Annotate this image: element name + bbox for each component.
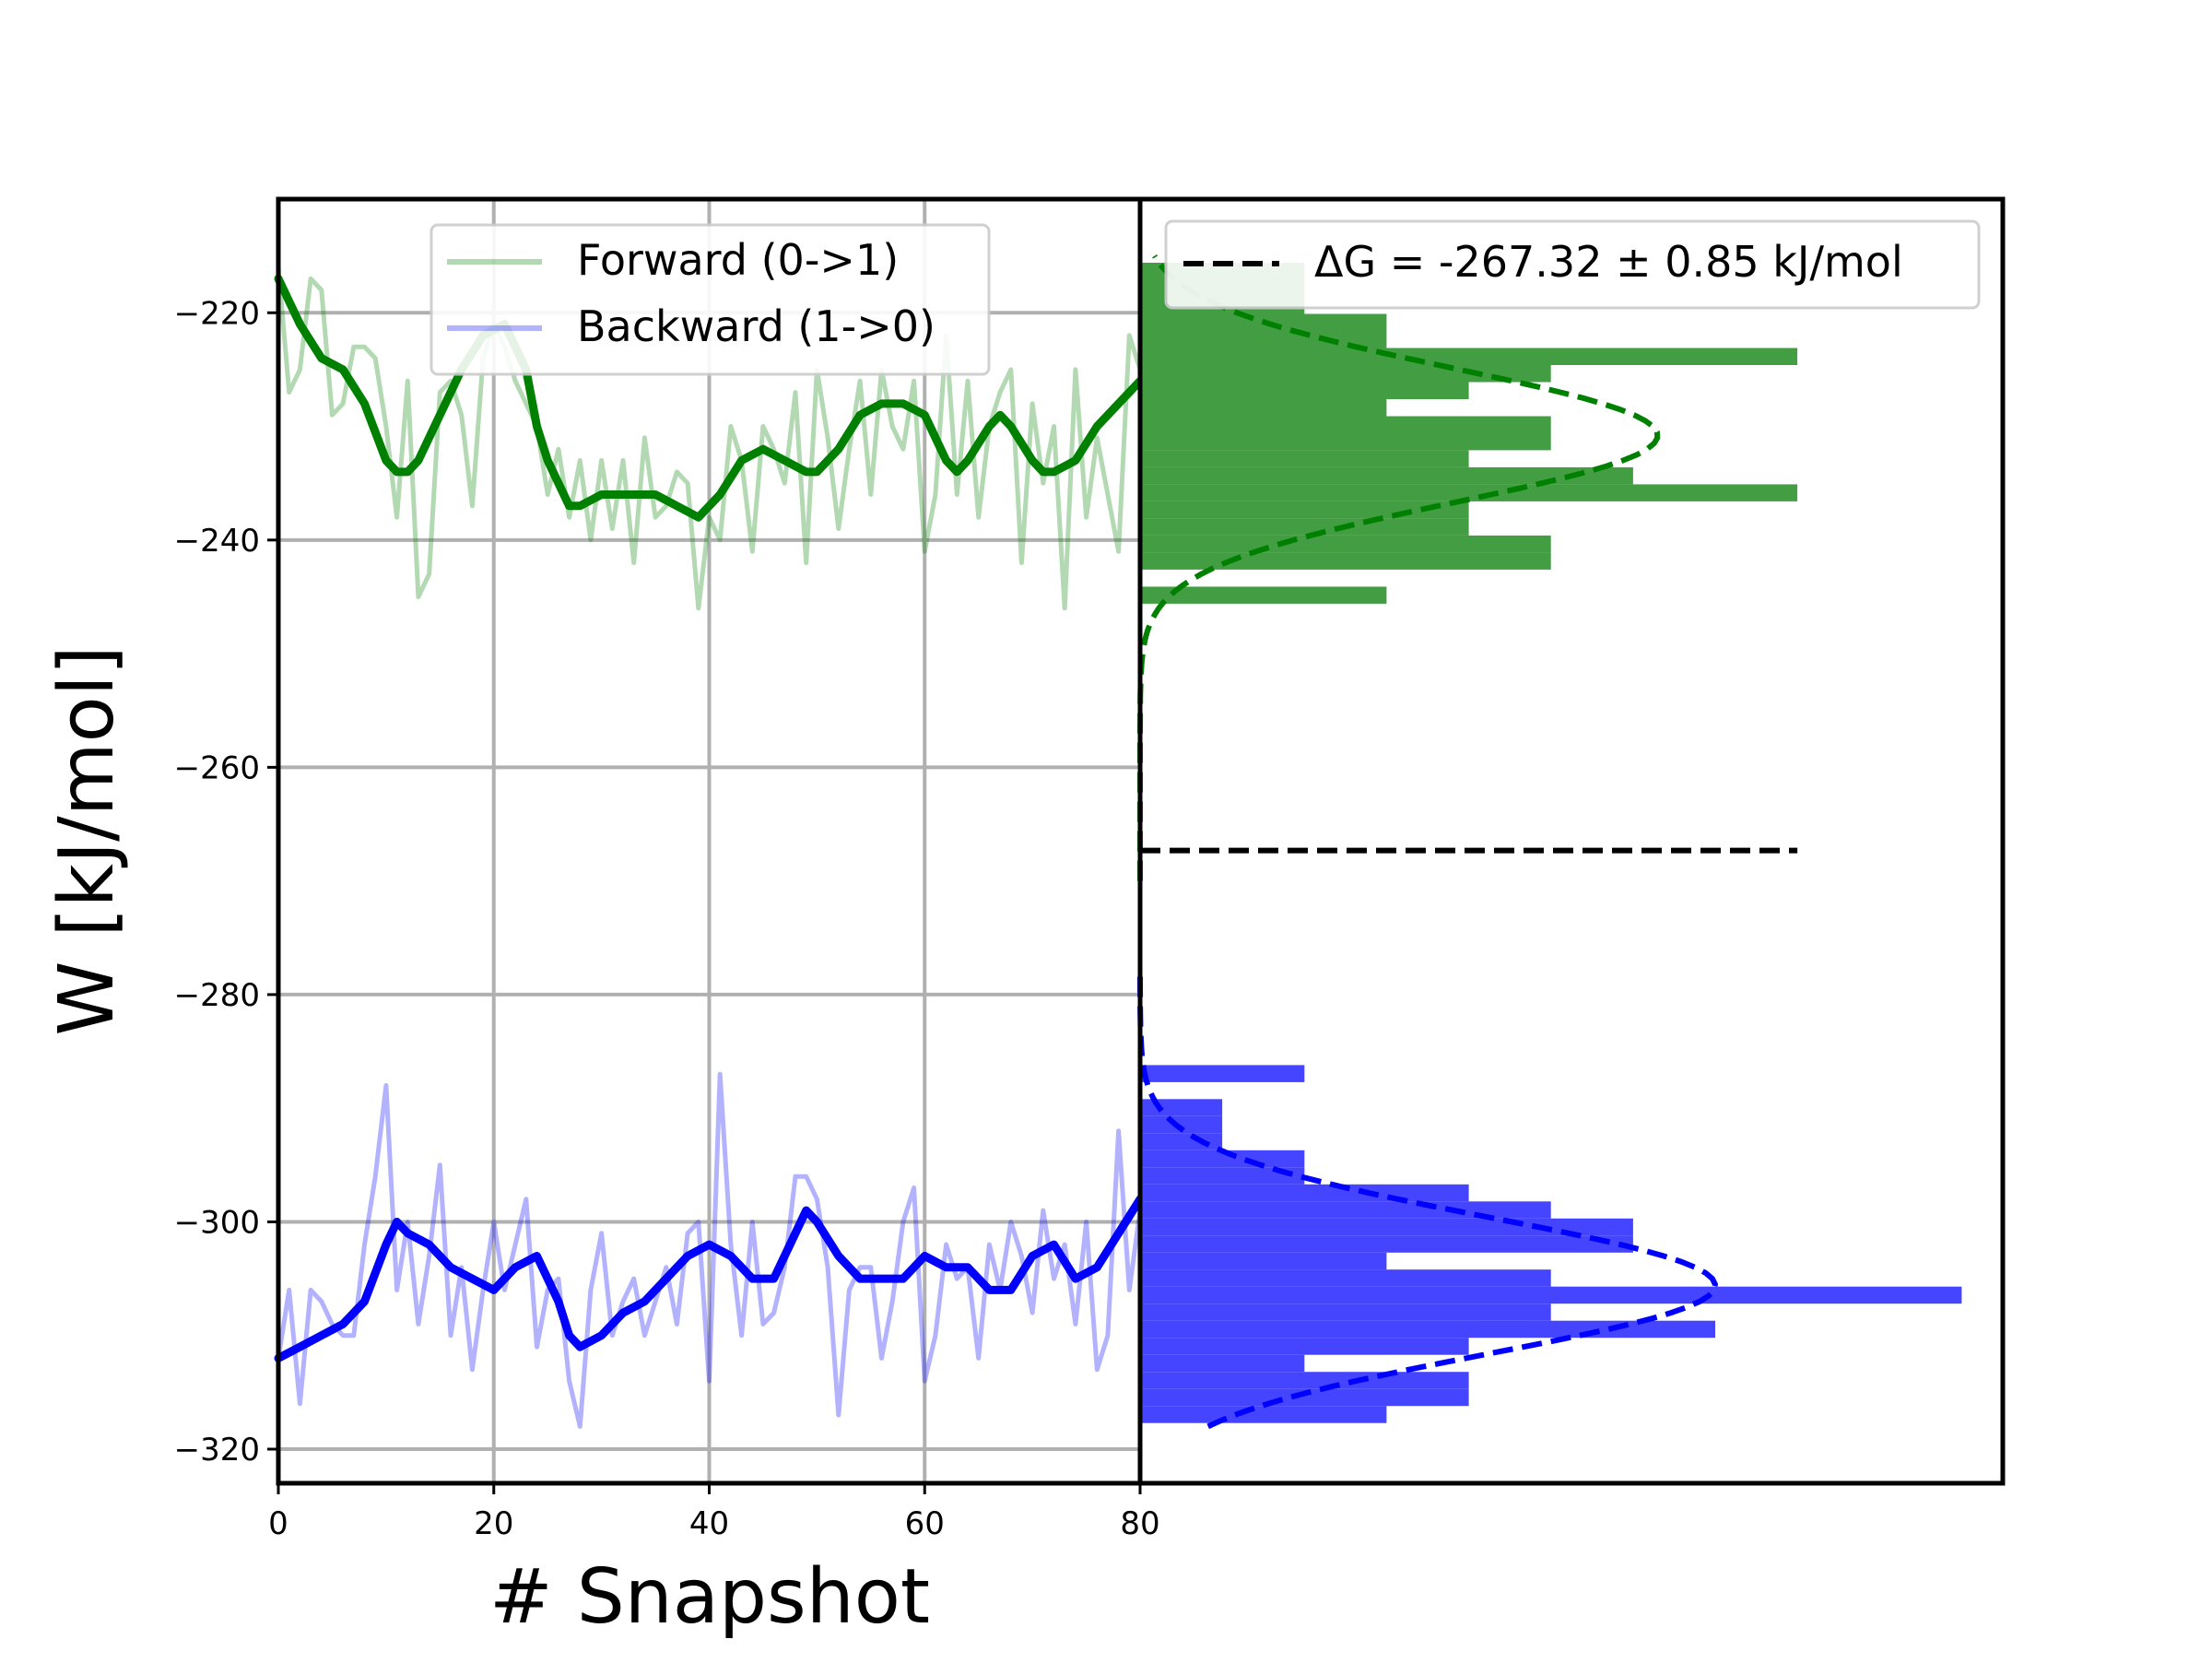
backward-histogram-bar	[1140, 1286, 1962, 1304]
backward-histogram-bar	[1140, 1388, 1469, 1407]
forward-histogram-bar	[1140, 382, 1469, 399]
backward-histogram-bar	[1140, 1099, 1223, 1116]
backward-histogram-bar	[1140, 1252, 1387, 1270]
right-histogram-layer	[1140, 263, 1962, 1423]
y-tick-label: −320	[174, 1432, 260, 1468]
backward-histogram-bar	[1140, 1167, 1305, 1185]
backward-histogram-bar	[1140, 1201, 1551, 1219]
forward-histogram-bar	[1140, 518, 1469, 536]
x-axis-label: # Snapshot	[489, 1553, 930, 1641]
forward-histogram-bar	[1140, 552, 1551, 570]
backward-work-raw-line	[276, 1071, 1143, 1429]
y-tick-label: −260	[174, 749, 260, 786]
forward-work-raw-line	[276, 265, 1143, 611]
legend-deltag-label: ΔG = -267.32 ± 0.85 kJ/mol	[1314, 237, 1903, 287]
backward-histogram-bar	[1140, 1320, 1715, 1339]
x-tick-label: 20	[474, 1505, 513, 1542]
y-tick-label: −240	[174, 523, 260, 560]
backward-histogram-bar	[1140, 1235, 1633, 1253]
right-legend: ΔG = -267.32 ± 0.85 kJ/mol	[1164, 219, 1981, 310]
backward-work-smoothed-line	[274, 1195, 1145, 1362]
y-tick-label: −300	[174, 1204, 260, 1241]
forward-histogram-bar	[1140, 416, 1551, 433]
backward-histogram-bar	[1140, 1065, 1305, 1082]
forward-histogram-bar	[1140, 331, 1387, 348]
legend-backward-label: Backward (1->0)	[577, 301, 935, 351]
forward-histogram-bar	[1140, 586, 1387, 604]
left-ticks: 0 20 40 60 80 −220 −240 −260 −280 −300 −320	[174, 295, 1160, 1542]
right-axes-frame	[1137, 196, 2006, 1486]
backward-histogram-bar	[1140, 1406, 1387, 1423]
y-tick-label: −220	[174, 295, 260, 332]
backward-histogram-bar	[1140, 1184, 1469, 1202]
right-legend-box	[1164, 219, 1981, 310]
x-tick-label: 80	[1120, 1505, 1159, 1542]
forward-histogram-bar	[1140, 348, 1798, 365]
backward-histogram-bar	[1140, 1372, 1469, 1389]
backward-histogram-bar	[1140, 1115, 1223, 1134]
y-axis-label: W [kJ/mol]	[43, 645, 131, 1035]
left-legend: Forward (0->1) Backward (1->0)	[429, 223, 991, 376]
forward-histogram-bar	[1140, 399, 1387, 417]
forward-histogram-bar	[1140, 466, 1633, 485]
left-series-layer	[274, 265, 1145, 1429]
backward-histogram-bar	[1140, 1133, 1223, 1150]
left-legend-box	[429, 223, 991, 376]
legend-forward-label: Forward (0->1)	[577, 235, 899, 285]
x-tick-label: 0	[268, 1505, 288, 1542]
backward-histogram-bar	[1140, 1303, 1551, 1321]
forward-work-smoothed-line	[274, 274, 1145, 522]
x-tick-label: 40	[689, 1505, 729, 1542]
forward-histogram-bar	[1140, 432, 1551, 451]
backward-histogram-bar	[1140, 1218, 1633, 1236]
backward-histogram-bar	[1140, 1354, 1305, 1373]
backward-histogram-bar	[1140, 1269, 1551, 1287]
y-tick-label: −280	[174, 977, 260, 1014]
x-tick-label: 60	[905, 1505, 945, 1542]
forward-histogram-bar	[1140, 501, 1469, 519]
backward-histogram-bar	[1140, 1338, 1469, 1355]
forward-histogram-bar	[1140, 535, 1551, 553]
forward-histogram-bar	[1140, 365, 1551, 383]
forward-histogram-bar	[1140, 484, 1798, 501]
forward-histogram-bar	[1140, 450, 1469, 467]
